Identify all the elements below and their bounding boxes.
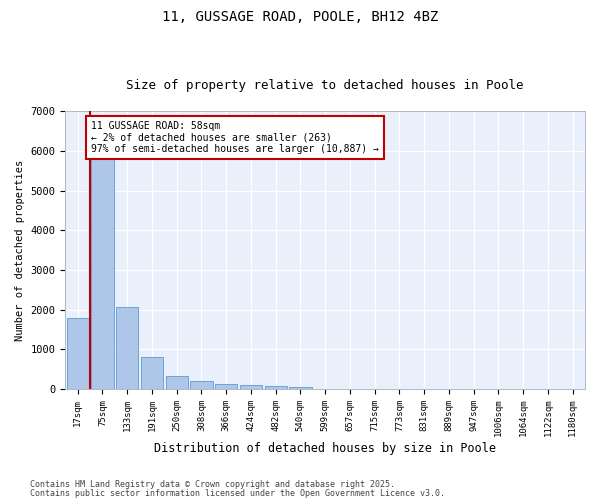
Text: Contains HM Land Registry data © Crown copyright and database right 2025.: Contains HM Land Registry data © Crown c… bbox=[30, 480, 395, 489]
Y-axis label: Number of detached properties: Number of detached properties bbox=[15, 160, 25, 341]
Bar bbox=[116, 306, 138, 389]
Text: 11, GUSSAGE ROAD, POOLE, BH12 4BZ: 11, GUSSAGE ROAD, POOLE, BH12 4BZ bbox=[162, 10, 438, 24]
Bar bbox=[91, 158, 113, 389]
Text: 11 GUSSAGE ROAD: 58sqm
← 2% of detached houses are smaller (263)
97% of semi-det: 11 GUSSAGE ROAD: 58sqm ← 2% of detached … bbox=[91, 121, 379, 154]
Bar bbox=[67, 318, 89, 389]
Bar bbox=[166, 376, 188, 389]
Text: Contains public sector information licensed under the Open Government Licence v3: Contains public sector information licen… bbox=[30, 488, 445, 498]
Bar bbox=[289, 386, 311, 389]
Bar bbox=[215, 384, 237, 389]
Title: Size of property relative to detached houses in Poole: Size of property relative to detached ho… bbox=[127, 79, 524, 92]
X-axis label: Distribution of detached houses by size in Poole: Distribution of detached houses by size … bbox=[154, 442, 496, 455]
Bar bbox=[265, 386, 287, 389]
Bar bbox=[141, 356, 163, 389]
Bar bbox=[190, 382, 212, 389]
Bar bbox=[240, 385, 262, 389]
